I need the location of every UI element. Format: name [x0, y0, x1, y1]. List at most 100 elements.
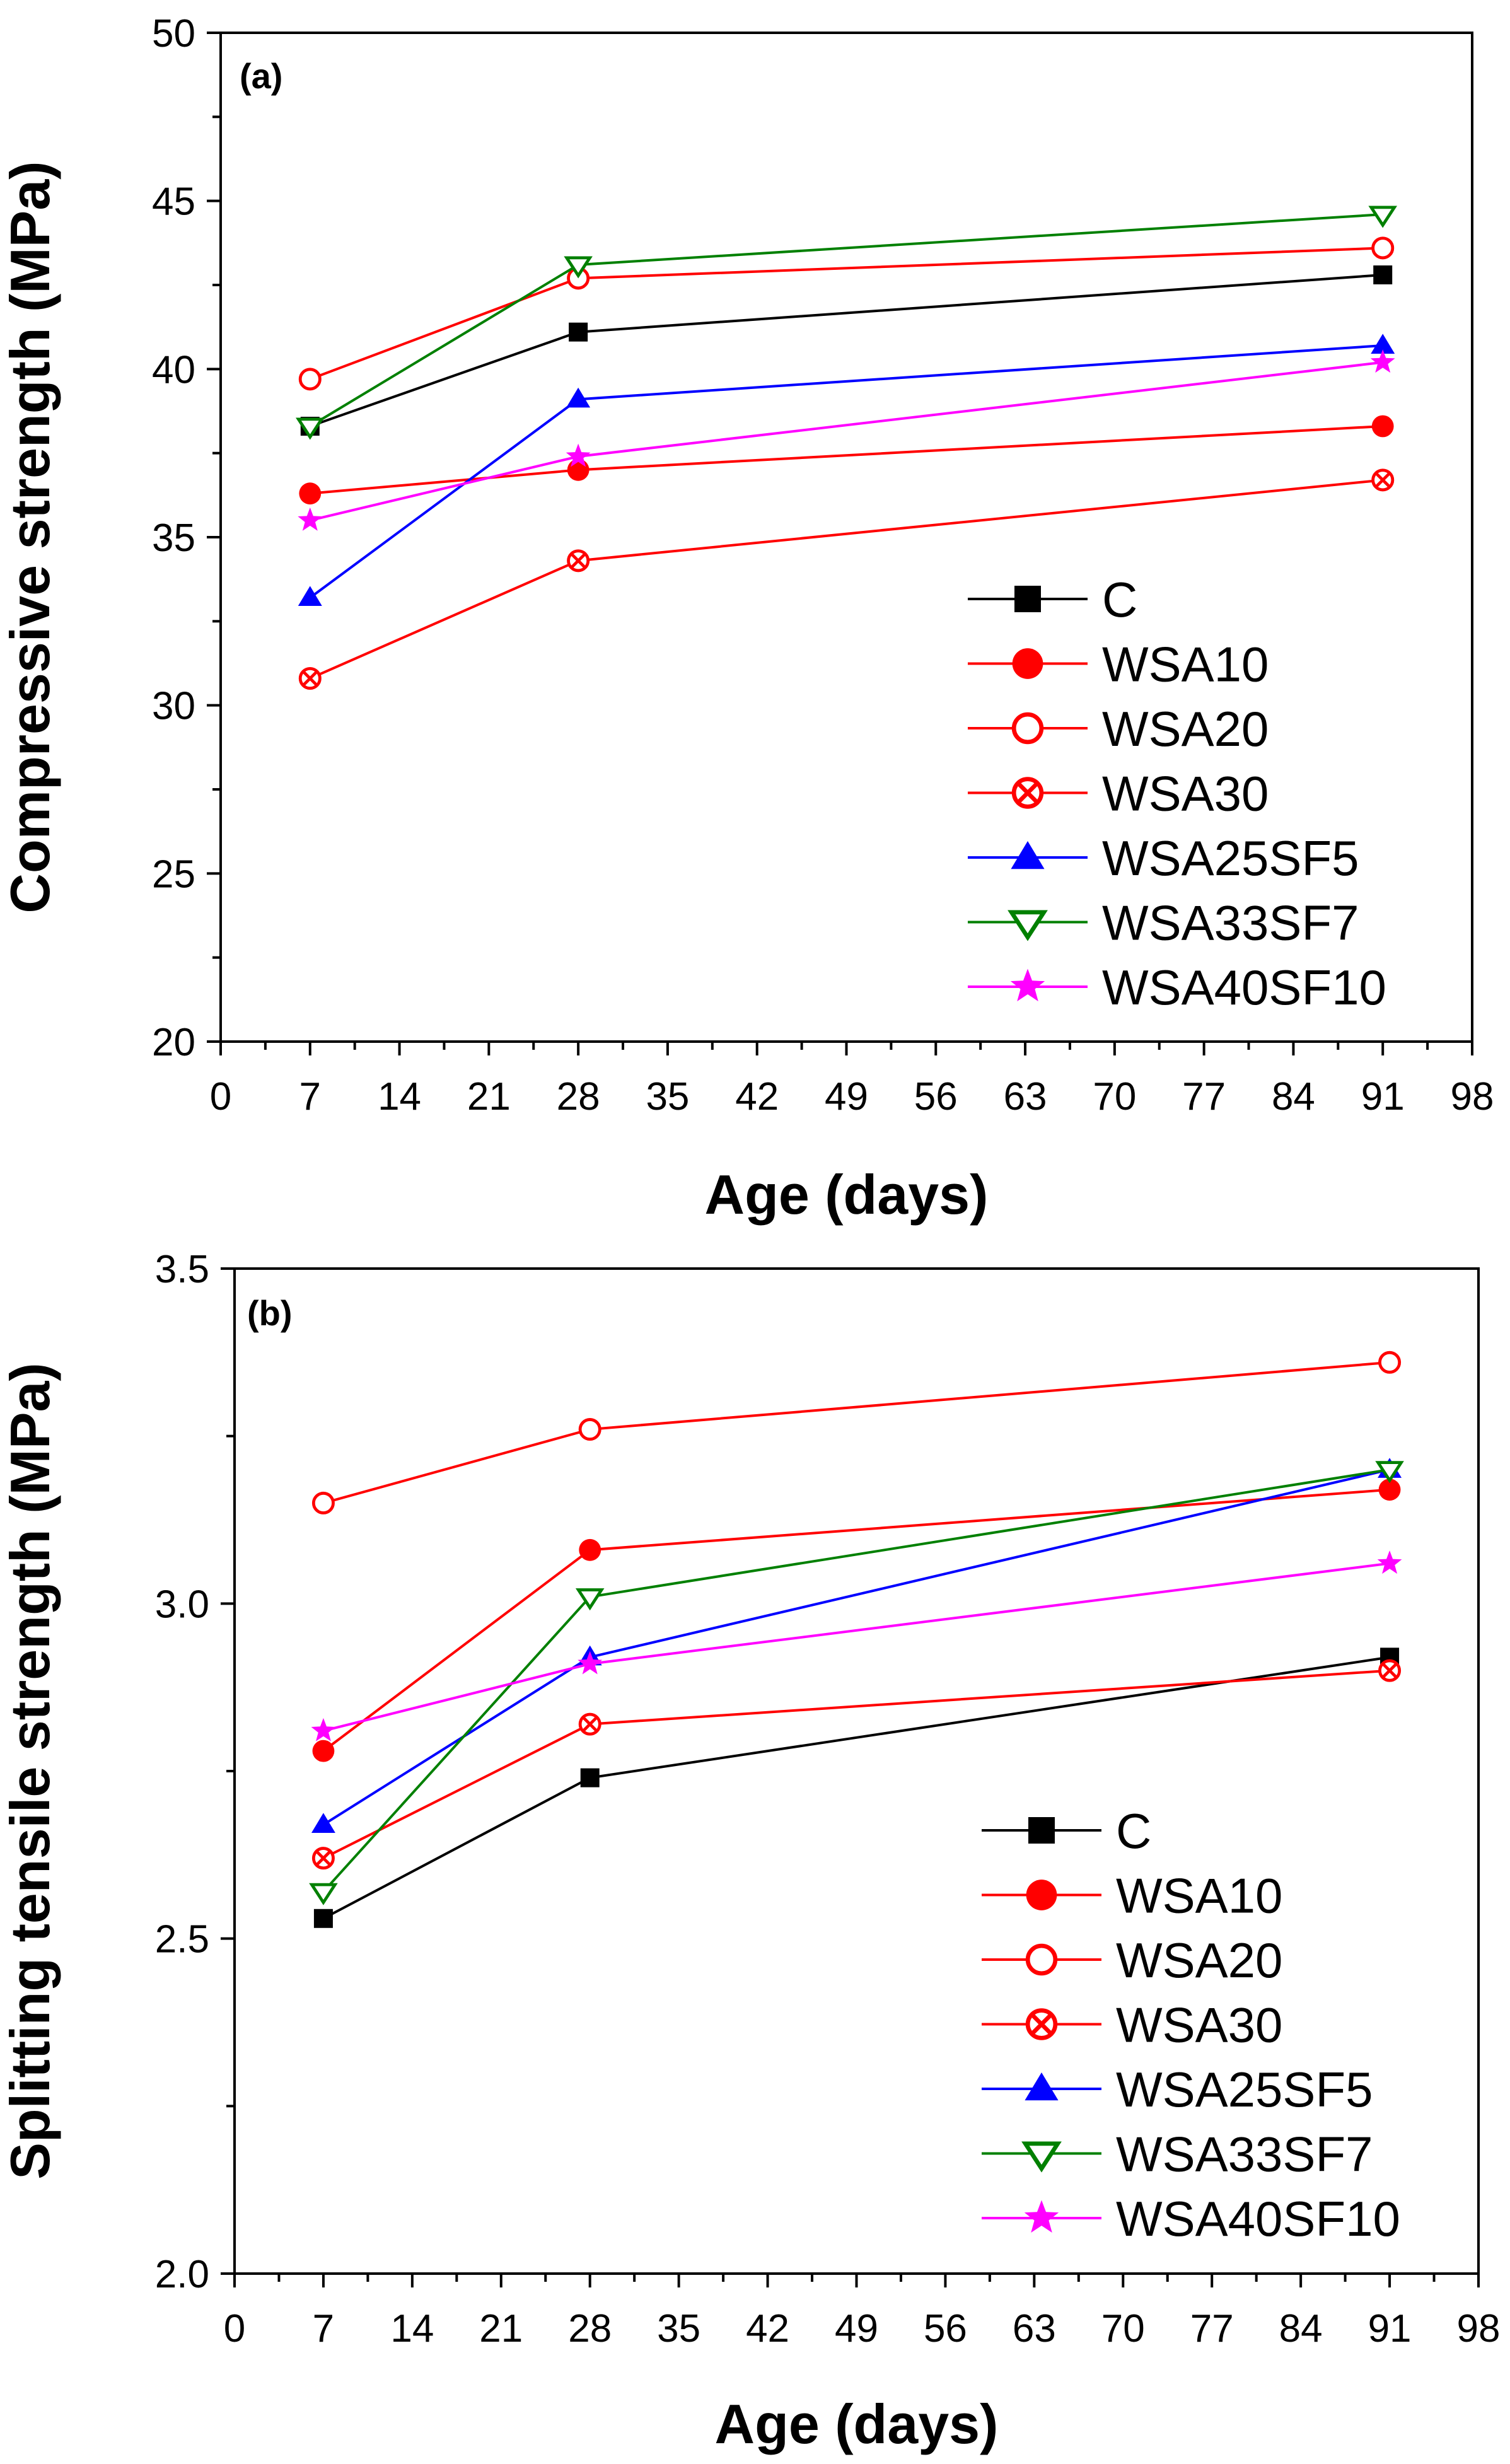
x-tick-label: 91 — [1361, 1075, 1405, 1119]
series-wsa30 — [298, 468, 1395, 690]
legend-label: WSA30 — [1102, 766, 1269, 822]
legend-marker-wsa33sf7 — [1021, 2141, 1062, 2173]
data-point-wsa25sf5-7 — [298, 586, 322, 607]
x-tick-label: 56 — [914, 1075, 958, 1119]
x-tick-label: 98 — [1457, 2307, 1501, 2351]
x-tick-label: 49 — [835, 2307, 878, 2351]
legend-item-wsa33sf7: WSA33SF7 — [968, 895, 1359, 951]
series-wsa25sf5 — [311, 1458, 1402, 1833]
legend-item-wsa10: WSA10 — [982, 1868, 1282, 1924]
legend-marker-wsa30 — [1011, 777, 1044, 809]
data-point-wsa25sf5-7 — [311, 1813, 335, 1833]
legend-item-wsa25sf5: WSA25SF5 — [982, 2062, 1373, 2117]
x-axis-title: Age (days) — [715, 2393, 999, 2455]
x-tick-label: 28 — [568, 2307, 612, 2351]
x-tick-label: 14 — [390, 2307, 434, 2351]
marker-cross — [1381, 1662, 1398, 1679]
series-line-c — [310, 274, 1383, 427]
data-point-wsa40sf10-28 — [578, 1651, 603, 1675]
series-wsa30 — [311, 1659, 1402, 1870]
series-line-wsa20 — [323, 1361, 1390, 1504]
data-point-wsa30-91 — [1378, 1659, 1402, 1682]
series-line-wsa25sf5 — [322, 1468, 1390, 1826]
legend-label: C — [1102, 572, 1137, 627]
data-point-wsa40sf10-7 — [298, 507, 323, 531]
y-tick-label: 35 — [152, 516, 195, 560]
x-tick-label: 70 — [1093, 1075, 1136, 1119]
marker-cross — [570, 552, 586, 569]
x-tick-label: 98 — [1451, 1075, 1494, 1119]
x-tick-label: 35 — [657, 2307, 700, 2351]
data-point-wsa40sf10-7 — [311, 1717, 336, 1741]
legend-item-wsa20: WSA20 — [968, 701, 1269, 757]
data-point-wsa20-7 — [311, 1491, 335, 1514]
y-axis: 20 25 30 35 40 45 50 — [152, 12, 221, 1064]
legend-marker-wsa10 — [1026, 1880, 1057, 1910]
data-point-c-28 — [580, 1768, 600, 1787]
y-tick-label: 50 — [152, 12, 195, 55]
plot-area — [309, 1351, 1404, 1928]
series-wsa20 — [311, 1351, 1402, 1514]
data-point-wsa30-28 — [567, 549, 590, 572]
legend-marker-wsa40sf10 — [1010, 968, 1045, 1002]
series-wsa33sf7 — [296, 206, 1397, 440]
legend-label: WSA20 — [1102, 701, 1269, 757]
x-tick-label: 77 — [1182, 1075, 1226, 1119]
legend-marker-wsa10 — [1012, 648, 1043, 679]
marker-cross — [302, 670, 318, 687]
legend-label: WSA33SF7 — [1116, 2127, 1373, 2182]
legend-label: WSA40SF10 — [1116, 2191, 1400, 2246]
legend-marker-wsa25sf5 — [1011, 840, 1045, 869]
x-tick-label: 63 — [1013, 2307, 1056, 2351]
y-tick-label: 3.5 — [155, 1248, 209, 1291]
y-tick-label: 3.0 — [155, 1583, 209, 1626]
legend-item-wsa20: WSA20 — [982, 1932, 1282, 1988]
x-tick-label: 84 — [1272, 1075, 1315, 1119]
marker-cross — [315, 1850, 332, 1866]
x-tick-label: 42 — [746, 2307, 789, 2351]
x-tick-label: 0 — [210, 1075, 231, 1119]
x-axis-title: Age (days) — [705, 1163, 989, 1226]
legend-item-wsa30: WSA30 — [982, 1997, 1282, 2053]
data-point-wsa10-28 — [579, 1538, 601, 1561]
plot-area — [296, 206, 1397, 690]
data-point-c-28 — [569, 322, 588, 342]
marker-cross — [1030, 2013, 1053, 2036]
x-tick-label: 21 — [479, 2307, 523, 2351]
legend-item-wsa33sf7: WSA33SF7 — [982, 2127, 1373, 2182]
series-c — [300, 265, 1393, 436]
legend-marker-c — [1014, 586, 1041, 612]
panel-label: (b) — [247, 1293, 293, 1333]
data-point-wsa33sf7-7 — [309, 1883, 338, 1905]
legend-marker-wsa30 — [1025, 2008, 1058, 2040]
series-wsa25sf5 — [298, 334, 1395, 607]
y-tick-label: 25 — [152, 852, 195, 896]
y-tick-label: 40 — [152, 348, 195, 392]
x-tick-label: 49 — [825, 1075, 868, 1119]
data-point-wsa30-28 — [578, 1712, 601, 1736]
data-point-wsa10-91 — [1371, 415, 1394, 438]
data-point-wsa20-91 — [1371, 236, 1395, 260]
legend-label: WSA10 — [1116, 1868, 1282, 1924]
series-wsa33sf7 — [309, 1461, 1404, 1905]
series-line-wsa30 — [323, 1669, 1390, 1859]
data-point-wsa33sf7-7 — [296, 417, 325, 440]
legend-label: WSA20 — [1116, 1932, 1282, 1988]
data-point-wsa10-7 — [312, 1740, 335, 1762]
x-tick-label: 14 — [378, 1075, 421, 1119]
series-wsa10 — [312, 1479, 1401, 1762]
data-point-wsa20-91 — [1378, 1351, 1402, 1374]
legend-marker-wsa20 — [1025, 1943, 1058, 1976]
legend-label: WSA10 — [1102, 637, 1269, 692]
x-tick-label: 28 — [557, 1075, 600, 1119]
data-point-c-91 — [1373, 265, 1393, 284]
x-tick-label: 7 — [313, 2307, 334, 2351]
legend: C WSA10 WSA20 WSA30 WSA25SF5 WSA33SF7 WSA40SF1… — [982, 1803, 1400, 2246]
legend-label: WSA30 — [1116, 1997, 1282, 2053]
legend-label: C — [1116, 1803, 1151, 1859]
legend-label: WSA25SF5 — [1102, 830, 1359, 886]
chart-panel-b: 0 7 14 21 28 35 42 49 56 63 70 77 84 91 98 2.0 2.5 3.0 3.5… — [0, 1248, 1500, 2455]
x-tick-label: 42 — [735, 1075, 779, 1119]
series-line-wsa25sf5 — [309, 344, 1383, 599]
